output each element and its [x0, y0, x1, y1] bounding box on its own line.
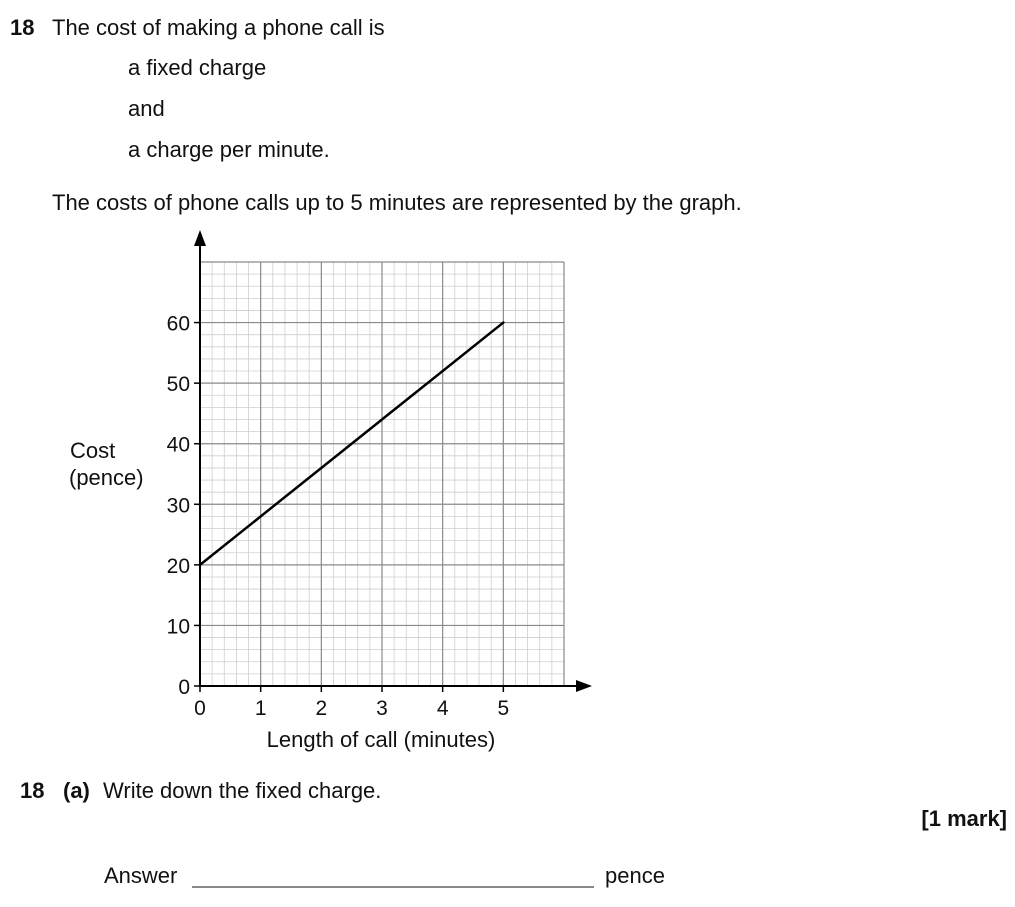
major-grid: [199, 261, 565, 687]
x-tick-label: 3: [376, 697, 388, 720]
part-a-label: (a): [63, 778, 90, 803]
question-intro: The cost of making a phone call is: [52, 15, 385, 40]
series: [198, 321, 505, 567]
graph-caption: The costs of phone calls up to 5 minutes…: [52, 190, 742, 215]
tick-marks: [194, 321, 505, 692]
part-a-marks: [1 mark]: [921, 806, 1007, 831]
question-line-fixed-charge: a fixed charge: [128, 55, 267, 80]
y-tick-label: 60: [167, 313, 190, 336]
part-a-text: Write down the fixed charge.: [103, 778, 382, 803]
axes: [194, 230, 592, 692]
answer-label: Answer: [104, 863, 178, 888]
y-axis-label-line-2: (pence): [69, 465, 144, 490]
x-axis-arrow: [576, 680, 592, 692]
y-tick-label: 40: [167, 434, 190, 457]
part-a-question-number: 18: [20, 778, 45, 803]
x-tick-label: 1: [255, 697, 267, 720]
y-tick-label: 30: [167, 494, 190, 517]
x-tick-label: 5: [497, 697, 509, 720]
question-line-charge-per-minute: a charge per minute.: [128, 137, 330, 162]
x-tick-label: 0: [194, 697, 206, 720]
question-number: 18: [10, 15, 35, 40]
answer-unit: pence: [605, 863, 665, 888]
x-axis-label: Length of call (minutes): [267, 727, 496, 752]
y-tick-label: 10: [167, 615, 190, 638]
y-axis-arrow: [194, 230, 206, 246]
cost-line: [198, 321, 505, 567]
x-tick-label: 2: [315, 697, 327, 720]
x-tick-label: 4: [437, 697, 449, 720]
y-tick-label: 50: [167, 373, 190, 396]
y-tick-label: 0: [178, 676, 190, 699]
y-tick-label: 20: [167, 555, 190, 578]
question-line-and: and: [128, 96, 165, 121]
answer-line[interactable]: [192, 886, 594, 888]
y-axis-label-line-1: Cost: [70, 438, 115, 463]
